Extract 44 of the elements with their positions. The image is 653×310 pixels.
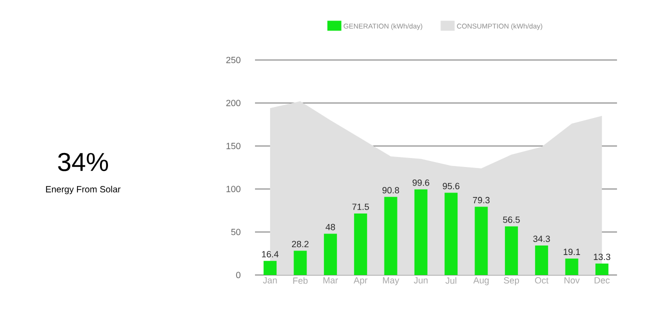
y-tick-label: 50	[231, 228, 240, 236]
x-tick-label: Aug	[473, 277, 489, 286]
data-label: 28.2	[292, 240, 309, 248]
bar	[384, 196, 398, 275]
y-tick-label: 100	[226, 186, 240, 192]
y-tick-label: 200	[226, 100, 240, 106]
data-label: 48	[326, 224, 336, 230]
bar	[474, 206, 488, 275]
y-tick-label: 250	[226, 56, 240, 64]
bar	[444, 192, 458, 275]
x-tick-label: Mar	[323, 277, 338, 284]
text: 34%	[58, 152, 108, 172]
x-tick-label: Oct	[535, 277, 548, 284]
data-label: 95.6	[442, 182, 460, 190]
bar	[354, 214, 368, 275]
x-tick-label: Jul	[446, 277, 456, 284]
data-label: 99.6	[412, 179, 430, 186]
data-label: 19.1	[564, 248, 580, 256]
y-tick-label: 150	[226, 142, 240, 150]
bar	[565, 258, 578, 275]
data-label: 34.3	[533, 236, 550, 242]
bar	[324, 234, 337, 275]
bar	[595, 264, 608, 275]
x-tick-label: Sep	[504, 277, 520, 286]
x-tick-label: Apr	[354, 277, 368, 286]
x-tick-label: Nov	[564, 277, 580, 284]
data-label: 79.3	[472, 196, 490, 204]
data-label: 16.4	[262, 251, 279, 258]
data-label: 56.5	[503, 216, 520, 223]
y-tick-label: 0	[236, 272, 240, 278]
data-label: 71.5	[352, 204, 369, 210]
x-tick-label: Dec	[594, 277, 610, 284]
x-tick-label: May	[383, 277, 400, 286]
bar	[294, 250, 307, 275]
x-tick-label: Feb	[293, 277, 308, 284]
bar	[504, 226, 518, 275]
bar	[264, 260, 277, 275]
data-label: 90.8	[382, 187, 400, 194]
bar	[414, 189, 428, 275]
bar	[535, 246, 548, 275]
x-tick-label: Jun	[414, 277, 428, 284]
x-tick-label: Jan	[263, 277, 277, 284]
data-label: 13.3	[594, 254, 610, 260]
text: Energy From Solar	[46, 186, 120, 194]
